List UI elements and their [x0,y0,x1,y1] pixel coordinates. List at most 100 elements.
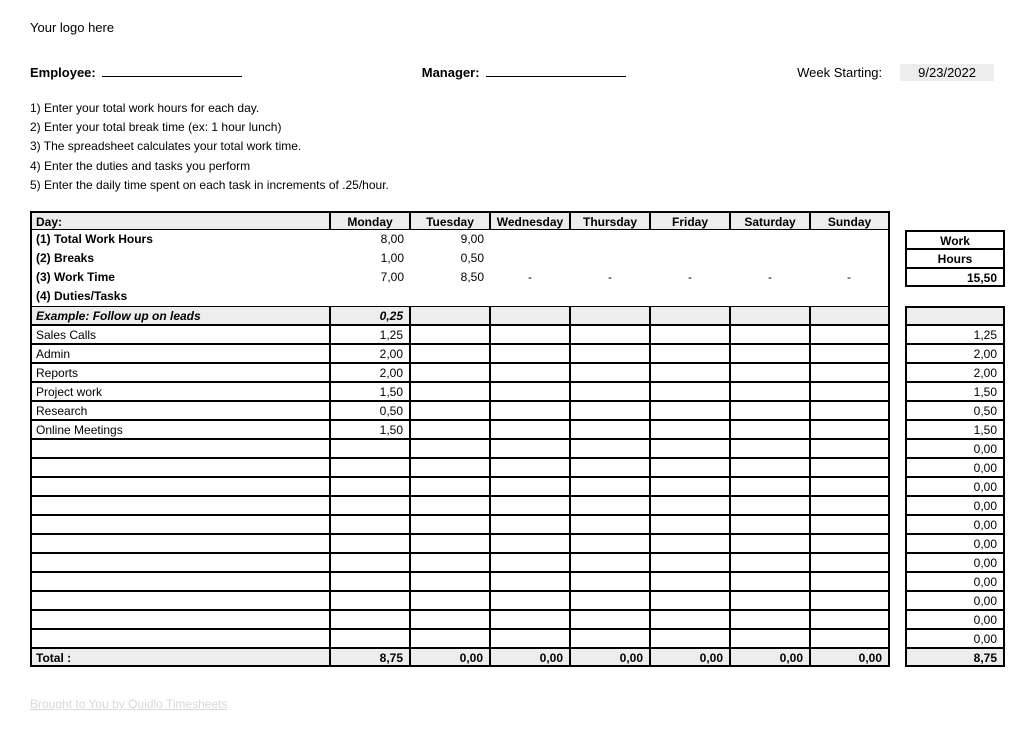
task-name-cell[interactable] [30,477,330,496]
task-value-cell[interactable] [570,325,650,344]
task-value-cell[interactable] [330,629,410,648]
task-value-cell[interactable] [410,363,490,382]
task-value-cell[interactable] [810,439,890,458]
week-starting-value[interactable]: 9/23/2022 [900,64,994,81]
task-value-cell[interactable] [490,344,570,363]
task-name-cell[interactable]: Online Meetings [30,420,330,439]
task-value-cell[interactable] [570,515,650,534]
task-value-cell[interactable] [330,534,410,553]
task-name-cell[interactable] [30,515,330,534]
task-value-cell[interactable] [810,572,890,591]
task-value-cell[interactable] [570,591,650,610]
task-value-cell[interactable] [810,344,890,363]
task-value-cell[interactable] [330,439,410,458]
task-value-cell[interactable] [810,629,890,648]
task-value-cell[interactable] [650,420,730,439]
task-value-cell[interactable] [410,515,490,534]
task-value-cell[interactable] [330,477,410,496]
task-name-cell[interactable]: Reports [30,363,330,382]
task-value-cell[interactable] [730,325,810,344]
task-value-cell[interactable] [730,553,810,572]
breaks-cell[interactable] [490,249,570,268]
task-value-cell[interactable] [730,401,810,420]
task-value-cell[interactable] [330,610,410,629]
task-value-cell[interactable] [410,591,490,610]
breaks-cell[interactable]: 1,00 [330,249,410,268]
task-value-cell[interactable] [810,420,890,439]
task-value-cell[interactable] [810,610,890,629]
breaks-cell[interactable]: 0,50 [410,249,490,268]
task-value-cell[interactable] [570,629,650,648]
task-value-cell[interactable] [730,610,810,629]
task-value-cell[interactable] [650,515,730,534]
task-value-cell[interactable] [730,439,810,458]
task-value-cell[interactable] [730,515,810,534]
task-value-cell[interactable] [650,629,730,648]
task-value-cell[interactable] [410,477,490,496]
task-value-cell[interactable] [330,458,410,477]
task-value-cell[interactable] [410,458,490,477]
task-value-cell[interactable] [490,534,570,553]
task-value-cell[interactable] [730,363,810,382]
task-value-cell[interactable] [810,325,890,344]
total-work-hours-cell[interactable] [650,230,730,249]
task-value-cell[interactable] [570,401,650,420]
task-value-cell[interactable] [410,496,490,515]
task-value-cell[interactable] [810,382,890,401]
task-value-cell[interactable] [410,382,490,401]
task-value-cell[interactable] [410,534,490,553]
task-value-cell[interactable] [490,591,570,610]
task-value-cell[interactable] [810,363,890,382]
footer-link[interactable]: Brought to You by Quidlo Timesheets [30,697,994,711]
task-value-cell[interactable] [410,344,490,363]
total-work-hours-cell[interactable]: 9,00 [410,230,490,249]
task-value-cell[interactable] [650,477,730,496]
task-value-cell[interactable] [730,629,810,648]
task-value-cell[interactable] [650,572,730,591]
task-value-cell[interactable] [410,572,490,591]
task-value-cell[interactable]: 1,50 [330,420,410,439]
total-work-hours-cell[interactable] [570,230,650,249]
task-value-cell[interactable] [570,458,650,477]
task-value-cell[interactable] [810,401,890,420]
task-value-cell[interactable] [650,344,730,363]
task-value-cell[interactable] [570,382,650,401]
task-value-cell[interactable] [490,572,570,591]
task-value-cell[interactable] [570,439,650,458]
task-value-cell[interactable] [730,382,810,401]
task-value-cell[interactable] [810,477,890,496]
task-value-cell[interactable] [730,534,810,553]
total-work-hours-cell[interactable] [810,230,890,249]
task-value-cell[interactable] [650,534,730,553]
task-value-cell[interactable] [490,496,570,515]
breaks-cell[interactable] [570,249,650,268]
task-value-cell[interactable] [650,610,730,629]
task-value-cell[interactable] [650,363,730,382]
task-value-cell[interactable] [570,344,650,363]
task-value-cell[interactable] [810,458,890,477]
task-name-cell[interactable] [30,572,330,591]
task-value-cell[interactable] [410,401,490,420]
task-value-cell[interactable] [410,439,490,458]
task-value-cell[interactable] [730,496,810,515]
task-name-cell[interactable] [30,610,330,629]
task-value-cell[interactable] [330,515,410,534]
manager-input-line[interactable] [486,63,626,77]
task-value-cell[interactable] [570,420,650,439]
task-value-cell[interactable] [730,458,810,477]
task-value-cell[interactable]: 2,00 [330,344,410,363]
task-value-cell[interactable] [570,363,650,382]
task-value-cell[interactable] [330,496,410,515]
breaks-cell[interactable] [730,249,810,268]
task-value-cell[interactable] [570,496,650,515]
task-value-cell[interactable] [810,534,890,553]
task-value-cell[interactable] [490,439,570,458]
task-value-cell[interactable] [570,572,650,591]
task-value-cell[interactable] [650,458,730,477]
task-value-cell[interactable] [490,629,570,648]
total-work-hours-cell[interactable] [730,230,810,249]
task-value-cell[interactable] [810,553,890,572]
task-value-cell[interactable] [330,553,410,572]
task-value-cell[interactable] [490,420,570,439]
task-name-cell[interactable] [30,458,330,477]
